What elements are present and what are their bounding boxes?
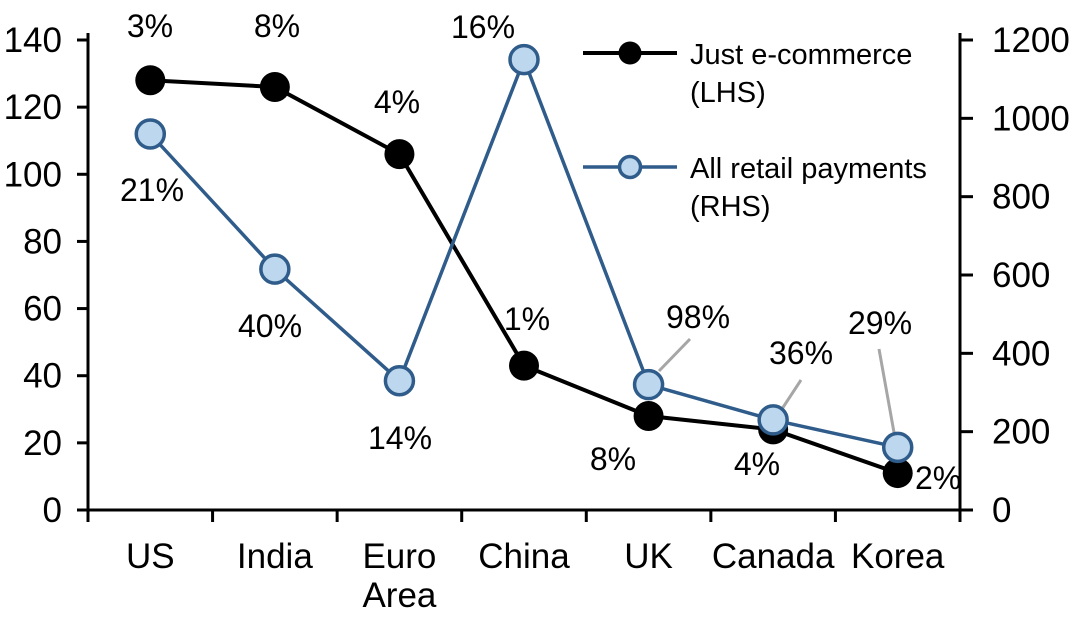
right-axis-tick-label: 600 [992, 256, 1050, 295]
x-axis-category-label: UK [624, 537, 673, 576]
point-label: 2% [915, 460, 961, 496]
x-axis-category-label: India [237, 537, 313, 576]
legend-label: (RHS) [690, 191, 771, 223]
x-axis-category-label: Area [362, 576, 436, 615]
point-label: 14% [368, 420, 432, 456]
point-label: 98% [666, 299, 730, 335]
right-axis-tick-label: 800 [992, 178, 1050, 217]
series-point-marker [509, 350, 539, 381]
series-point-marker [259, 253, 291, 285]
right-axis-tick-label: 400 [992, 334, 1050, 373]
left-axis-tick-label: 20 [23, 424, 62, 463]
series-point-marker [757, 404, 789, 436]
series-point-marker [882, 458, 913, 489]
left-axis-tick-label: 60 [23, 290, 62, 329]
series-point-marker [632, 368, 665, 401]
left-axis-tick-label: 0 [43, 491, 62, 530]
left-axis-tick-label: 140 [4, 21, 62, 60]
series-point-marker [633, 401, 664, 431]
left-axis-tick-label: 120 [4, 88, 62, 127]
point-label: 8% [254, 8, 300, 44]
x-axis-category-label: Euro [362, 537, 436, 576]
legend-label: (LHS) [690, 77, 766, 109]
point-label: 4% [374, 84, 420, 120]
series-point-marker [384, 139, 415, 170]
x-axis-category-label: Korea [851, 537, 945, 576]
legend-label: All retail payments [690, 153, 927, 185]
point-label: 21% [120, 172, 184, 208]
point-label: 8% [590, 441, 636, 477]
series-point-marker [135, 65, 166, 96]
series-point-marker [881, 431, 914, 464]
x-axis-category-label: US [126, 537, 175, 576]
series-point-marker [383, 365, 416, 397]
right-axis-tick-label: 1000 [992, 99, 1069, 138]
x-axis-category-label: Canada [712, 537, 835, 576]
point-label: 36% [769, 335, 833, 371]
leader-line [877, 348, 897, 439]
legend-label: Just e-commerce [690, 39, 912, 71]
legend-marker-icon [618, 41, 642, 65]
right-axis-tick-label: 0 [992, 491, 1011, 530]
point-label: 3% [127, 8, 173, 44]
x-axis-category-label: China [478, 537, 570, 576]
right-axis-tick-label: 200 [992, 413, 1050, 452]
left-axis-tick-label: 100 [4, 155, 62, 194]
series-point-marker [134, 118, 167, 150]
legend-marker-icon [617, 154, 643, 180]
left-axis-tick-label: 80 [23, 222, 62, 261]
point-label: 29% [848, 305, 912, 341]
point-label: 16% [451, 9, 515, 45]
series-point-marker [508, 43, 540, 76]
legend-entry: All retail payments (RHS) [583, 153, 927, 223]
point-label: 40% [238, 308, 302, 344]
right-axis-tick-label: 1200 [992, 21, 1069, 60]
leader-line [657, 337, 692, 373]
series-point-marker [259, 72, 290, 102]
legend: Just e-commerce (LHS) All retail payments (… [583, 39, 927, 223]
legend-entry: Just e-commerce (LHS) [583, 39, 912, 109]
point-label: 1% [504, 301, 550, 337]
point-label: 4% [734, 446, 780, 482]
left-axis-tick-label: 40 [23, 357, 62, 396]
